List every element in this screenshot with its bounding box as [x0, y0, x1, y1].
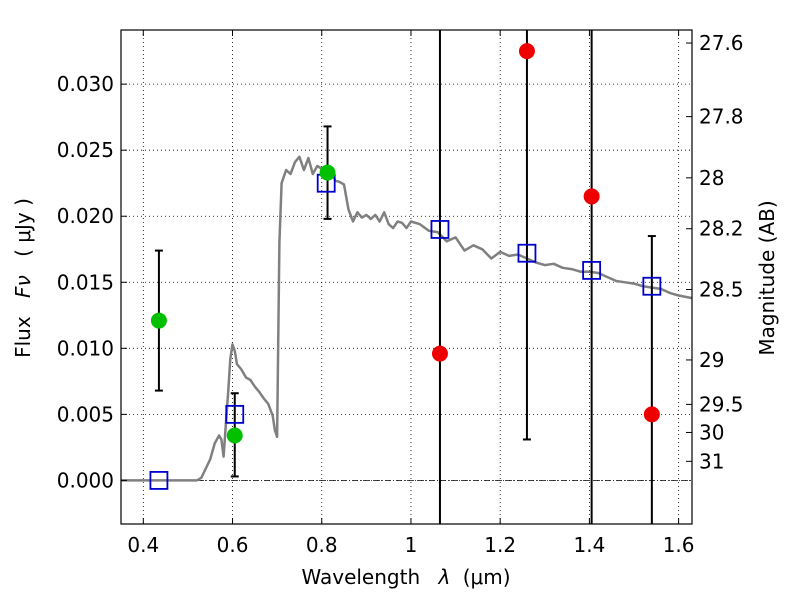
y-axis-label-symbol: Fν [11, 275, 35, 298]
y-axis-label-text: Flux [11, 316, 35, 358]
data-point [583, 188, 600, 205]
data-point [643, 406, 660, 423]
x-tick-labels: 0.4 0.6 0.8 1 1.2 1.4 1.6 [127, 533, 694, 557]
y-tick-label: 0.010 [57, 336, 114, 360]
data-point [150, 312, 167, 329]
x-axis-label-text: Wavelength [301, 565, 420, 589]
y2-tick-labels: 27.6 27.8 28 28.2 28.5 29 29.5 30 31 [699, 31, 744, 473]
y-tick-label: 0.015 [57, 270, 114, 294]
y2-tick-label: 28.2 [699, 217, 744, 241]
data-point [226, 427, 243, 444]
y-axis-label: Flux Fν ( μJy ) [11, 198, 35, 358]
x-tick-label: 0.6 [217, 533, 249, 557]
plot-frame [120, 29, 693, 525]
x-tick-label: 1 [405, 533, 418, 557]
y-tick-label: 0.005 [57, 402, 114, 426]
y-axis-label-unit: ( μJy ) [11, 198, 35, 257]
y2-tick-label: 29.5 [699, 392, 744, 416]
model-point [149, 471, 169, 490]
y-tick-label: 0.020 [57, 204, 114, 228]
x-tick-label: 0.4 [127, 533, 159, 557]
y2-tick-label: 27.8 [699, 105, 744, 129]
model-spectrum [121, 155, 693, 482]
error-bars [154, 30, 656, 524]
model-point [582, 260, 602, 280]
y-tick-label: 0.030 [57, 72, 114, 96]
x-axis-label-symbol: λ [438, 565, 451, 589]
y2-tick-label: 27.6 [699, 31, 744, 55]
data-point [518, 43, 535, 60]
x-tick-label: 0.8 [306, 533, 338, 557]
x-tick-label: 1.2 [484, 533, 516, 557]
observed-photometry-points [150, 43, 660, 444]
y2-axis-label: Magnitude (AB) [755, 200, 779, 355]
y-tick-labels: 0.000 0.005 0.010 0.015 0.020 0.025 0.030 [57, 72, 114, 492]
y-tick-label: 0.000 [57, 468, 114, 492]
y2-tick-label: 29 [699, 348, 724, 372]
x-axis-label: Wavelength λ (μm) [301, 565, 510, 589]
y2-tick-label: 30 [699, 420, 724, 444]
data-point [431, 345, 448, 362]
model-spectrum-line [121, 155, 693, 482]
model-point [225, 404, 245, 424]
y2-tick-label: 31 [699, 449, 724, 473]
model-photometry-points [149, 173, 662, 490]
model-point [642, 276, 662, 296]
y-tick-label: 0.025 [57, 138, 114, 162]
x-tick-label: 1.4 [573, 533, 605, 557]
data-point [319, 164, 336, 181]
y2-tick-label: 28 [699, 166, 724, 190]
axis-ticks [121, 30, 692, 524]
x-tick-label: 1.6 [663, 533, 695, 557]
x-axis-label-unit: (μm) [463, 565, 511, 589]
model-point [517, 243, 537, 263]
model-point [430, 220, 450, 239]
y2-tick-label: 28.5 [699, 277, 744, 301]
